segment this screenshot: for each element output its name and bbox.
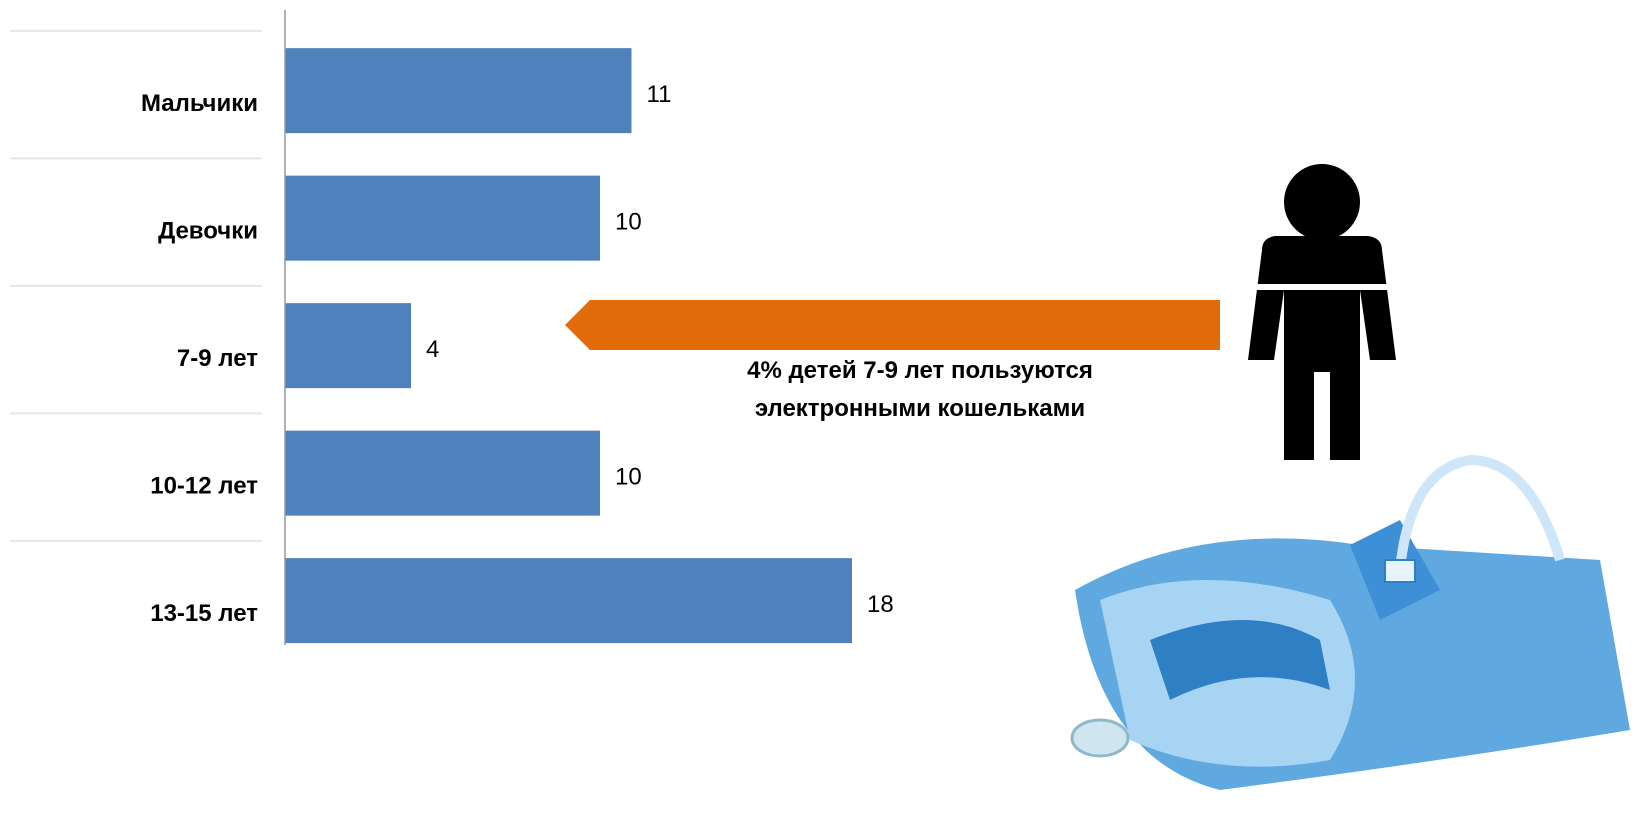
value-label: 10 <box>615 208 642 235</box>
annotation-arrow <box>565 300 1220 350</box>
bar <box>285 303 411 389</box>
wallet-image <box>1070 454 1630 790</box>
value-label: 10 <box>615 463 642 490</box>
category-label: Мальчики <box>141 90 258 117</box>
bar <box>285 430 600 516</box>
bar <box>285 48 632 134</box>
category-label: Девочки <box>158 217 258 244</box>
bar <box>285 175 600 261</box>
value-label: 18 <box>867 591 894 618</box>
value-label: 4 <box>426 336 439 363</box>
value-label: 11 <box>647 81 672 108</box>
category-label: 13-15 лет <box>150 600 258 627</box>
person-icon <box>1248 164 1396 460</box>
annotation: 4% детей 7-9 лет пользуются электронными… <box>747 357 1093 422</box>
category-label: 10-12 лет <box>150 472 258 499</box>
bar <box>285 558 852 644</box>
category-label: 7-9 лет <box>177 345 258 372</box>
